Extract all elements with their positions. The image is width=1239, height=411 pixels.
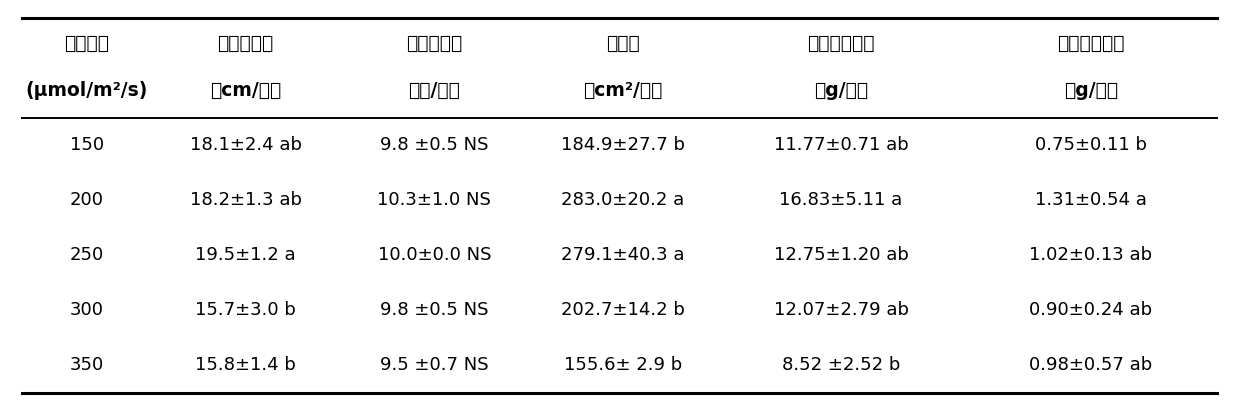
Text: 15.8±1.4 b: 15.8±1.4 b — [196, 356, 296, 374]
Text: 184.9±27.7 b: 184.9±27.7 b — [561, 136, 685, 154]
Text: 新增叶片数: 新增叶片数 — [406, 34, 462, 53]
Text: 155.6± 2.9 b: 155.6± 2.9 b — [564, 356, 683, 374]
Text: 150: 150 — [69, 136, 104, 154]
Text: 202.7±14.2 b: 202.7±14.2 b — [561, 301, 685, 319]
Text: （cm²/株）: （cm²/株） — [584, 81, 663, 100]
Text: 12.75±1.20 ab: 12.75±1.20 ab — [773, 246, 908, 264]
Text: 11.77±0.71 ab: 11.77±0.71 ab — [773, 136, 908, 154]
Text: 12.07±2.79 ab: 12.07±2.79 ab — [773, 301, 908, 319]
Text: 283.0±20.2 a: 283.0±20.2 a — [561, 191, 685, 209]
Text: 15.7±3.0 b: 15.7±3.0 b — [196, 301, 296, 319]
Text: 18.1±2.4 ab: 18.1±2.4 ab — [190, 136, 301, 154]
Text: 总鲜重增长量: 总鲜重增长量 — [808, 34, 875, 53]
Text: 1.31±0.54 a: 1.31±0.54 a — [1035, 191, 1146, 209]
Text: 8.52 ±2.52 b: 8.52 ±2.52 b — [782, 356, 901, 374]
Text: 350: 350 — [69, 356, 104, 374]
Text: 250: 250 — [69, 246, 104, 264]
Text: 10.3±1.0 NS: 10.3±1.0 NS — [378, 191, 492, 209]
Text: 9.8 ±0.5 NS: 9.8 ±0.5 NS — [380, 136, 488, 154]
Text: （g/株）: （g/株） — [1063, 81, 1118, 100]
Text: （g/株）: （g/株） — [814, 81, 869, 100]
Text: 1.02±0.13 ab: 1.02±0.13 ab — [1030, 246, 1152, 264]
Text: 300: 300 — [69, 301, 104, 319]
Text: 16.83±5.11 a: 16.83±5.11 a — [779, 191, 903, 209]
Text: 叶面积: 叶面积 — [606, 34, 641, 53]
Text: 9.5 ±0.7 NS: 9.5 ±0.7 NS — [380, 356, 488, 374]
Text: 18.2±1.3 ab: 18.2±1.3 ab — [190, 191, 301, 209]
Text: 0.90±0.24 ab: 0.90±0.24 ab — [1030, 301, 1152, 319]
Text: （cm/株）: （cm/株） — [211, 81, 281, 100]
Text: 10.0±0.0 NS: 10.0±0.0 NS — [378, 246, 491, 264]
Text: 0.98±0.57 ab: 0.98±0.57 ab — [1030, 356, 1152, 374]
Text: （片/株）: （片/株） — [409, 81, 461, 100]
Text: 19.5±1.2 a: 19.5±1.2 a — [196, 246, 296, 264]
Text: 279.1±40.3 a: 279.1±40.3 a — [561, 246, 685, 264]
Text: 0.75±0.11 b: 0.75±0.11 b — [1035, 136, 1146, 154]
Text: (μmol/m²/s): (μmol/m²/s) — [26, 81, 147, 100]
Text: 光照强度: 光照强度 — [64, 34, 109, 53]
Text: 株高增长量: 株高增长量 — [218, 34, 274, 53]
Text: 200: 200 — [69, 191, 104, 209]
Text: 总干重增长量: 总干重增长量 — [1057, 34, 1125, 53]
Text: 9.8 ±0.5 NS: 9.8 ±0.5 NS — [380, 301, 488, 319]
